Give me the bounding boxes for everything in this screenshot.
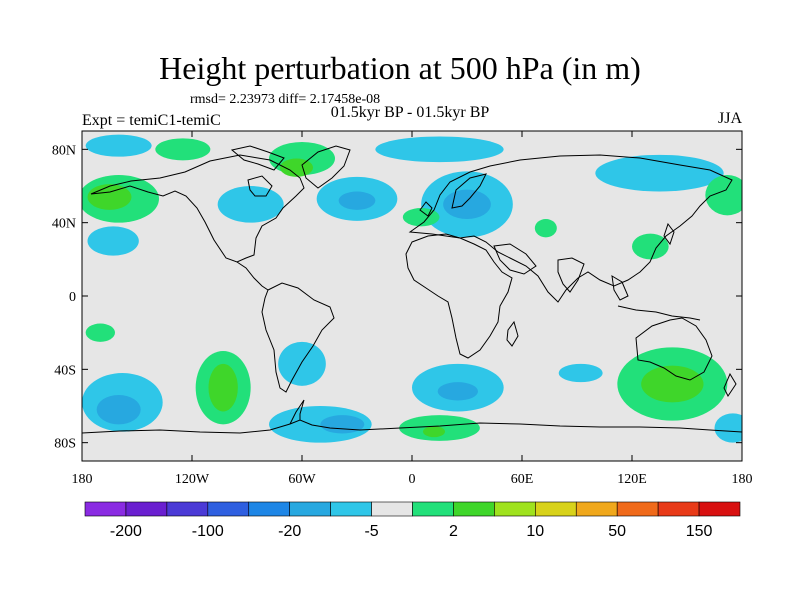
colorbar-box [494,501,536,517]
coast-japan [663,222,675,246]
coast-eurasia [408,154,733,303]
anomaly-region-pos-light [705,175,742,216]
coast-madagascar [506,320,519,347]
experiment-label: Expt = temiC1-temiC [82,112,221,129]
coast-southeast-asia [611,275,629,301]
coast-indonesia [617,305,701,321]
y-tick-label: 80S [54,437,76,452]
anomaly-region-pos-light [402,208,440,227]
y-tick-label: 80N [52,143,76,158]
x-tick-label: 60E [511,472,534,487]
y-tick-label: 0 [69,290,76,305]
colorbar: -200 -100 -20 -5 2 10 50 150 [84,501,741,540]
coast-central-america [236,261,269,291]
anomaly-region-neg-light [87,226,139,256]
coast-new-zealand [723,372,737,397]
colorbar-box [125,501,168,517]
colorbar-box [535,501,577,517]
colorbar-box [330,501,372,517]
x-tick-label: 120E [617,472,647,487]
coast-north-america [90,154,305,263]
colorbar-label: 150 [686,523,713,540]
anomaly-region-pos-light [85,323,116,342]
anomaly-region-neg-mid [96,395,141,425]
chart-title: Height perturbation at 500 hPa (in m) [159,50,641,86]
colorbar-box [84,501,127,517]
season-label: JJA [717,110,742,127]
anomaly-region-neg-mid [443,189,491,219]
coast-india [557,257,585,293]
x-tick-label: 0 [409,472,416,487]
colorbar-box [207,501,250,517]
period-subtitle: 01.5kyr BP - 01.5kyr BP [330,104,490,121]
colorbar-label: -200 [110,523,142,540]
colorbar-label: 50 [608,523,626,540]
colorbar-box [616,501,659,517]
coast-antarctica [82,419,742,434]
x-axis: 180 120W 60W 0 60E 120E 180 [72,131,753,487]
anomaly-region-pos-light [155,138,211,161]
coast-arctic-islands [230,145,285,171]
y-axis: 80N 40N 0 40S 80S [52,143,742,452]
anomaly-region-neg-light [714,413,742,443]
anomaly-region-neg-mid [320,415,365,434]
coast-south-america [261,282,335,393]
coast-africa [405,233,513,359]
colorbar-box [575,501,618,517]
colorbar-box [657,501,700,517]
coast-greenland [301,145,351,189]
anomaly-region-pos-mid [208,363,238,412]
anomaly-region-neg-light [558,363,603,383]
anomaly-region-neg-mid [437,382,479,401]
coast-antarctic-peninsula [289,399,305,425]
coast-hudson-bay [247,175,273,197]
colorbar-label: -20 [278,523,301,540]
coast-arabia [493,243,537,275]
anomaly-region-neg-light [85,134,152,157]
colorbar-box [453,501,495,517]
anomaly-region-pos-light [534,219,557,238]
coast-australia [635,317,713,381]
colorbar-box [166,501,209,517]
colorbar-box [371,501,413,517]
colorbar-box [412,501,454,517]
y-tick-label: 40N [52,217,76,232]
x-tick-label: 180 [732,472,753,487]
coast-scandinavia [451,173,487,209]
colorbar-label: -5 [364,523,378,540]
colorbar-box [289,501,331,517]
anomaly-region-neg-light [217,186,284,223]
colorbar-box [698,501,741,517]
anomaly-region-neg-light [278,341,326,386]
colorbar-label: 2 [449,523,458,540]
coastline-layer [82,145,742,434]
colorbar-box [248,501,290,517]
stats-subtitle: rmsd= 2.23973 diff= 2.17458e-08 [190,92,381,107]
anomaly-region-pos-light [632,233,669,260]
anomaly-region-pos-mid [641,365,704,403]
anomaly-region-neg-light [375,136,504,163]
anomaly-region-neg-mid [338,191,376,210]
x-tick-label: 60W [288,472,316,487]
anomaly-region-pos-mid [423,426,445,438]
colorbar-label: 10 [526,523,544,540]
x-tick-label: 120W [175,472,210,487]
colorbar-label: -100 [192,523,224,540]
x-tick-label: 180 [72,472,93,487]
anomaly-region-neg-light [595,154,724,192]
anomaly-layer [82,134,742,443]
coast-british-isles [419,201,433,217]
y-tick-label: 40S [54,363,76,378]
